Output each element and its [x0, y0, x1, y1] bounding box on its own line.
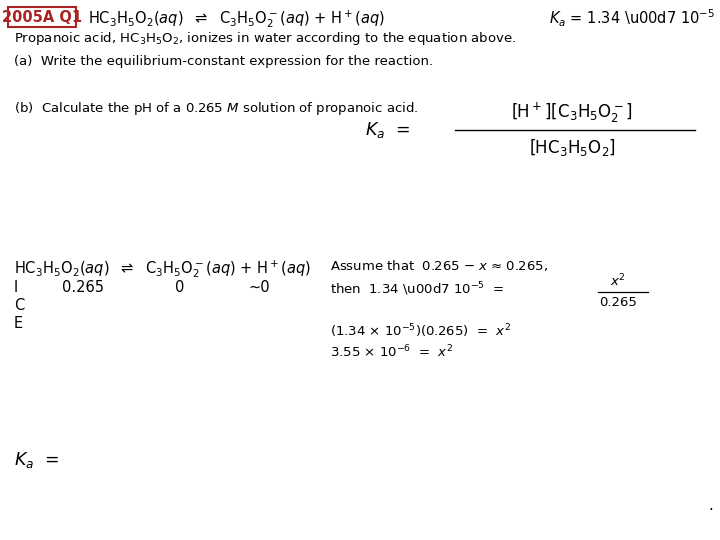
Text: Assume that  0.265 − $x$ ≈ 0.265,: Assume that 0.265 − $x$ ≈ 0.265,: [330, 258, 548, 273]
Text: HC$_3$H$_5$O$_2$($aq$)  $\rightleftharpoons$  C$_3$H$_5$O$_2^-$($aq$) + H$^+$($a: HC$_3$H$_5$O$_2$($aq$) $\rightleftharpoo…: [14, 258, 311, 280]
FancyBboxPatch shape: [8, 7, 76, 27]
Text: (1.34 × 10$^{-5}$)(0.265)  =  $x^2$: (1.34 × 10$^{-5}$)(0.265) = $x^2$: [330, 322, 511, 340]
Text: $x^2$: $x^2$: [610, 273, 626, 289]
Text: (a)  Write the equilibrium-constant expression for the reaction.: (a) Write the equilibrium-constant expre…: [14, 55, 433, 68]
Text: then  1.34 \u00d7 10$^{-5}$  =: then 1.34 \u00d7 10$^{-5}$ =: [330, 280, 504, 298]
Text: 3.55 × 10$^{-6}$  =  $x^2$: 3.55 × 10$^{-6}$ = $x^2$: [330, 344, 454, 361]
Text: 0: 0: [175, 280, 184, 295]
Text: .: .: [708, 498, 713, 513]
Text: $K_a$  =: $K_a$ =: [365, 120, 410, 140]
Text: E: E: [14, 316, 23, 331]
Text: 0.265: 0.265: [62, 280, 104, 295]
Text: C: C: [14, 298, 24, 313]
Text: 2005A Q1: 2005A Q1: [2, 10, 82, 24]
Text: (b)  Calculate the pH of a 0.265 $M$ solution of propanoic acid.: (b) Calculate the pH of a 0.265 $M$ solu…: [14, 100, 418, 117]
Text: $K_a$ = 1.34 \u00d7 10$^{-5}$: $K_a$ = 1.34 \u00d7 10$^{-5}$: [549, 8, 715, 29]
Text: Propanoic acid, HC$_3$H$_5$O$_2$, ionizes in water according to the equation abo: Propanoic acid, HC$_3$H$_5$O$_2$, ionize…: [14, 30, 516, 47]
Text: I: I: [14, 280, 18, 295]
Text: HC$_3$H$_5$O$_2$($aq$)  $\rightleftharpoons$  C$_3$H$_5$O$_2^-$($aq$) + H$^+$($a: HC$_3$H$_5$O$_2$($aq$) $\rightleftharpoo…: [88, 8, 385, 30]
Text: [H$^+$][C$_3$H$_5$O$_2^-$]: [H$^+$][C$_3$H$_5$O$_2^-$]: [511, 101, 633, 125]
Text: [HC$_3$H$_5$O$_2$]: [HC$_3$H$_5$O$_2$]: [528, 137, 616, 158]
Text: $K_a$  =: $K_a$ =: [14, 450, 59, 470]
Text: ~0: ~0: [248, 280, 269, 295]
Text: 0.265: 0.265: [599, 296, 637, 309]
